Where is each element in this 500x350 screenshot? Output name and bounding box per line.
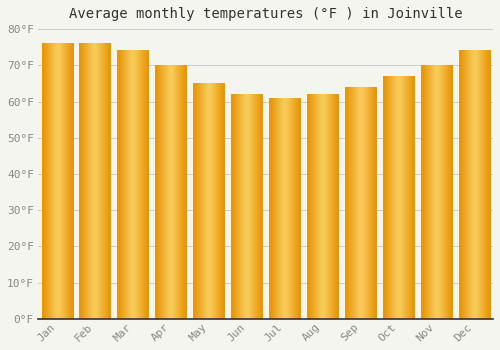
Title: Average monthly temperatures (°F ) in Joinville: Average monthly temperatures (°F ) in Jo… [69, 7, 462, 21]
